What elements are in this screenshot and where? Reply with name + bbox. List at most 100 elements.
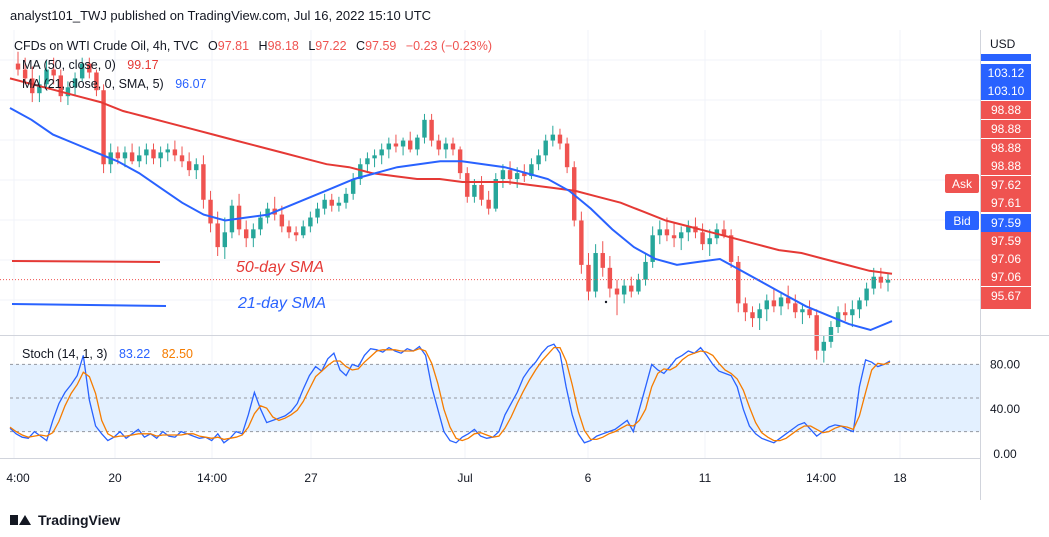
- stoch-k-line: [9, 343, 891, 444]
- time-axis-label: 27: [304, 471, 318, 485]
- candle: [129, 143, 135, 165]
- candle-body: [750, 312, 755, 319]
- candle: [807, 300, 812, 319]
- candle-body: [671, 235, 677, 239]
- candle: [350, 173, 356, 200]
- price-axis-labels[interactable]: 103.12 103.10 98.88 98.88 98.88 98.88 97.62 97.…: [981, 54, 1031, 309]
- candle: [336, 196, 342, 212]
- candle: [621, 279, 627, 304]
- candle: [236, 193, 242, 236]
- stoch-legend-k: 83.22: [119, 347, 150, 361]
- candle-body: [208, 199, 213, 224]
- ask-tag: [945, 174, 979, 193]
- candle-body: [500, 170, 506, 180]
- price-label: 98.88: [991, 159, 1021, 173]
- candle-body: [721, 229, 727, 236]
- candle-body: [236, 205, 242, 230]
- price-label: 97.06: [991, 252, 1021, 266]
- candle-body: [771, 300, 777, 307]
- candle: [172, 140, 178, 162]
- price-label: 97.61: [991, 196, 1021, 210]
- legend-ma2-value: 96.07: [175, 77, 206, 91]
- candle: [493, 173, 498, 212]
- price-label: 97.59: [991, 234, 1021, 248]
- candle-body: [144, 149, 149, 156]
- price-label: 97.59: [991, 216, 1021, 230]
- legend-open: 97.81: [218, 39, 249, 53]
- stoch-overbought-oversold-band: [10, 364, 980, 432]
- svg-text:MA (50, close, 0) 99.1: MA (50, close, 0) 99.17: [22, 58, 159, 72]
- candle: [358, 158, 363, 185]
- chart-container[interactable]: 50-day SMA 21-day SMA CFDs on WTI Crude …: [0, 30, 1049, 500]
- candle: [771, 288, 777, 313]
- candle-body: [885, 279, 891, 283]
- candle: [372, 149, 377, 168]
- candle-body: [186, 161, 192, 171]
- price-label: 97.06: [991, 270, 1021, 284]
- candle: [186, 152, 192, 177]
- candle-body: [778, 297, 784, 307]
- price-label-bg: [981, 194, 1031, 212]
- candle: [386, 137, 392, 159]
- candle: [736, 256, 741, 313]
- price-label-bg: [981, 120, 1031, 138]
- bid-tag: [945, 211, 979, 230]
- price-label-bg: [981, 176, 1031, 194]
- candle-body: [222, 232, 228, 248]
- candle: [179, 146, 185, 168]
- candle: [251, 223, 256, 248]
- candle-body: [415, 137, 420, 150]
- candle: [793, 294, 798, 319]
- time-axis-label: 14:00: [806, 471, 836, 485]
- price-label-bg: [981, 232, 1031, 250]
- candle-body: [22, 69, 28, 79]
- legend-change: −0.23 (−0.23%): [406, 39, 492, 53]
- time-axis-labels[interactable]: 4:00 20 14:00 27 Jul 6 11 14:00 18: [6, 471, 907, 485]
- candle-body: [286, 226, 292, 233]
- sma21-annotation-line: [11, 303, 167, 307]
- candle: [543, 134, 548, 162]
- candle: [636, 273, 641, 295]
- candle: [15, 51, 21, 76]
- candle-body: [600, 253, 605, 268]
- candle: [393, 134, 399, 153]
- candle-body: [258, 217, 263, 230]
- sma21-line: [9, 107, 893, 332]
- candle: [529, 158, 534, 180]
- legend-symbol: CFDs on WTI Crude Oil, 4h, TVC: [14, 39, 199, 53]
- candle-body: [472, 184, 477, 197]
- candle: [800, 303, 805, 325]
- candle: [629, 276, 634, 298]
- candle: [329, 193, 334, 212]
- sma50-line: [9, 77, 893, 275]
- legend-high: 98.18: [268, 39, 299, 53]
- candle: [201, 155, 206, 209]
- candle: [243, 220, 249, 248]
- candle: [429, 113, 434, 147]
- tradingview-footer[interactable]: TradingView: [10, 510, 120, 530]
- candle: [144, 143, 149, 165]
- candle-body: [514, 173, 520, 180]
- candle-body: [629, 285, 634, 292]
- candle-body: [101, 90, 106, 165]
- time-axis-label: Jul: [457, 471, 472, 485]
- candle: [728, 229, 734, 268]
- candle-body: [443, 143, 449, 150]
- candle: [757, 303, 762, 330]
- ask-tag-label: Ask: [952, 177, 973, 191]
- candle: [700, 223, 705, 251]
- legend-ma1-label: MA (50, close, 0): [22, 58, 116, 72]
- candle-body: [251, 229, 256, 239]
- candle-body: [593, 253, 598, 292]
- price-label: 103.10: [988, 84, 1025, 98]
- candle: [465, 167, 470, 203]
- candle-body: [807, 309, 812, 316]
- candle: [301, 220, 306, 239]
- candle: [265, 202, 270, 224]
- time-axis-label: 11: [699, 471, 712, 485]
- candle-body: [115, 152, 121, 159]
- candle-body: [72, 78, 78, 88]
- stoch-axis-label: 40.00: [990, 402, 1020, 416]
- chart-svg[interactable]: 50-day SMA 21-day SMA CFDs on WTI Crude …: [0, 30, 1049, 500]
- candle: [878, 267, 884, 289]
